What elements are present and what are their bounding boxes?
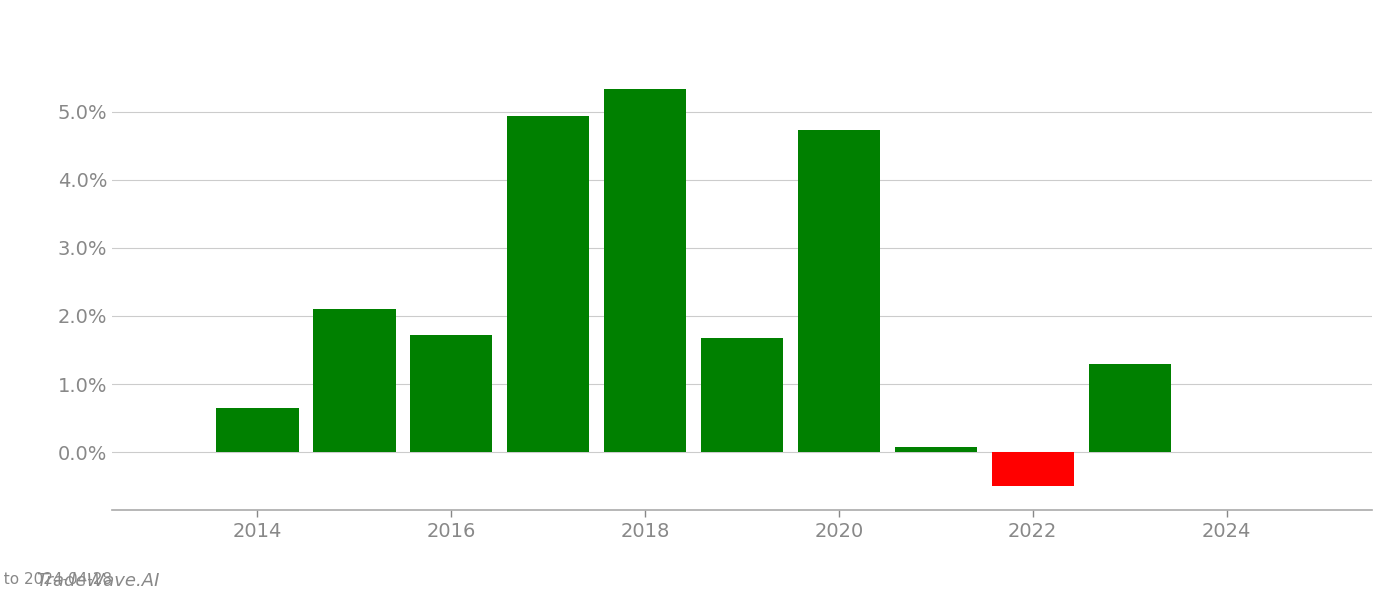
Bar [507,116,589,452]
Text: TradeWave.AI: TradeWave.AI [36,572,160,590]
Text: MCD TradeWave Gain Loss Barchart - 2024-04-21 to 2024-04-28: MCD TradeWave Gain Loss Barchart - 2024-… [0,572,112,587]
Bar [991,452,1074,486]
Bar [798,130,881,452]
Bar [701,338,783,452]
Bar [314,309,396,452]
Bar [603,89,686,452]
Bar [216,408,298,452]
Bar [1089,364,1170,452]
Bar [410,335,493,452]
Bar [895,446,977,452]
